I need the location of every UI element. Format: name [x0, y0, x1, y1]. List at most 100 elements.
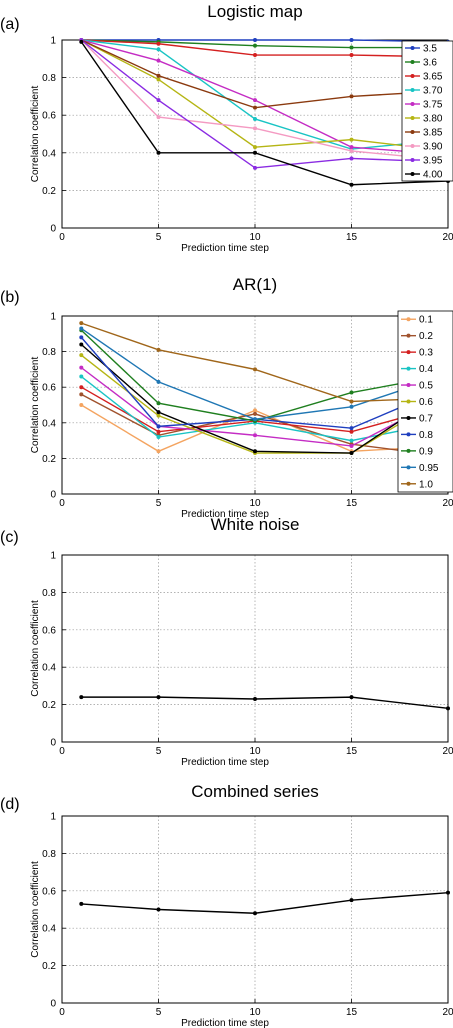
x-axis-label: Prediction time step — [181, 243, 269, 254]
legend-marker — [406, 481, 411, 486]
data-point — [253, 433, 257, 438]
data-point — [253, 98, 257, 103]
data-point — [253, 408, 257, 413]
x-tick-label: 20 — [442, 746, 453, 757]
data-point — [253, 911, 257, 916]
series-line-7 — [80, 39, 449, 162]
data-point — [156, 410, 161, 415]
data-point — [349, 137, 354, 142]
x-tick-label: 15 — [346, 746, 358, 757]
legend-entry: 3.80 — [423, 114, 443, 125]
data-point — [156, 429, 161, 434]
x-tick-label: 10 — [249, 1007, 261, 1018]
data-point — [253, 38, 257, 42]
data-point — [79, 403, 84, 407]
legend-entry: 0.8 — [419, 430, 433, 441]
y-tick-label: 1 — [50, 551, 56, 562]
data-point — [79, 321, 84, 326]
data-point — [253, 126, 257, 131]
y-tick-label: 0.4 — [42, 418, 56, 429]
data-point — [253, 53, 257, 58]
chart-svg-b: (b) AR(1) 0 5 10 15 20 0 0.2 0.4 0.6 0.8 1 Prediction… — [0, 275, 453, 520]
data-point — [349, 695, 354, 700]
data-point — [156, 907, 161, 912]
data-point — [446, 890, 450, 895]
legend-marker — [406, 465, 411, 470]
legend-entry: 3.5 — [423, 44, 437, 55]
data-point — [253, 411, 257, 416]
data-point — [79, 901, 84, 906]
data-point — [156, 98, 161, 103]
y-tick-label: 0.4 — [42, 663, 56, 674]
legend-entry: 3.75 — [423, 100, 443, 111]
series-line-4 — [81, 39, 449, 156]
chart-title: Combined series — [191, 782, 319, 801]
chart-svg-d: (d) Combined series 0 5 10 15 20 0 0.2 0.4 0.6 0.8 1… — [0, 782, 453, 1028]
data-point — [349, 94, 354, 99]
legend-marker — [406, 350, 411, 355]
data-point — [253, 105, 257, 110]
y-tick-label: 0.6 — [42, 625, 56, 636]
panel-label: (c) — [0, 529, 19, 546]
legend-entry: 0.9 — [419, 446, 433, 457]
legend-marker — [410, 74, 415, 78]
y-tick-label: 0 — [50, 224, 56, 235]
x-tick-label: 10 — [249, 746, 261, 757]
legend-marker — [406, 399, 411, 404]
legend-entry: 0.6 — [419, 397, 433, 408]
series-line-3 — [80, 375, 449, 442]
x-tick-label: 20 — [442, 232, 453, 243]
data-point — [349, 45, 354, 50]
data-point — [156, 73, 161, 78]
data-point — [349, 38, 354, 42]
chart-panel-d: (d) Combined series 0 5 10 15 20 0 0.2 0.4 0.6 0.8 1… — [0, 771, 453, 1028]
data-point — [156, 115, 161, 120]
data-point — [156, 424, 161, 429]
chart-panel-a: (a) Logistic map 0 5 10 15 20 0 0.2 0.4 0.6 0.8 1 Pre… — [0, 0, 453, 257]
data-point — [349, 898, 354, 903]
x-tick-label: 5 — [156, 232, 162, 243]
data-point — [253, 696, 257, 701]
data-point — [446, 706, 450, 711]
x-tick-label: 20 — [442, 1007, 453, 1018]
data-point — [253, 116, 257, 121]
y-axis-label: Correlation coefficient — [30, 600, 41, 697]
panel-label: (d) — [0, 796, 20, 813]
data-point — [156, 47, 161, 52]
x-tick-label: 20 — [442, 498, 453, 509]
data-point — [156, 77, 161, 82]
legend-entry: 0.3 — [419, 348, 433, 359]
legend-marker — [410, 116, 415, 120]
legend-entry: 3.95 — [423, 156, 443, 167]
legend-marker — [410, 60, 415, 64]
data-point — [349, 145, 354, 150]
data-point — [253, 449, 257, 454]
data-point — [79, 365, 84, 370]
legend-entry: 0.2 — [419, 331, 433, 342]
legend-marker — [406, 383, 411, 388]
x-tick-label: 10 — [249, 498, 261, 509]
y-tick-label: 0.8 — [42, 73, 56, 84]
legend-entry: 0.95 — [419, 463, 439, 474]
x-tick-label: 0 — [59, 1007, 65, 1018]
x-tick-label: 15 — [346, 232, 358, 243]
legend-marker — [406, 415, 411, 420]
series-line-10 — [81, 322, 449, 403]
data-point — [349, 390, 354, 395]
series-line-6 — [81, 39, 449, 109]
data-point — [253, 145, 257, 150]
y-tick-label: 0 — [50, 490, 56, 501]
data-point — [79, 392, 84, 397]
legend-entry: 0.7 — [419, 413, 433, 424]
data-point — [156, 379, 161, 384]
legend-marker — [410, 144, 415, 148]
data-point — [349, 404, 354, 409]
y-tick-label: 0.8 — [42, 347, 56, 358]
y-tick-label: 1 — [50, 312, 56, 323]
data-point — [156, 347, 161, 352]
data-point — [349, 438, 354, 443]
x-tick-label: 0 — [59, 498, 65, 509]
chart-panel-b: (b) AR(1) 0 5 10 15 20 0 0.2 0.4 0.6 0.8 1 Prediction… — [0, 270, 453, 527]
y-tick-label: 0.2 — [42, 700, 56, 711]
data-point — [349, 451, 354, 456]
